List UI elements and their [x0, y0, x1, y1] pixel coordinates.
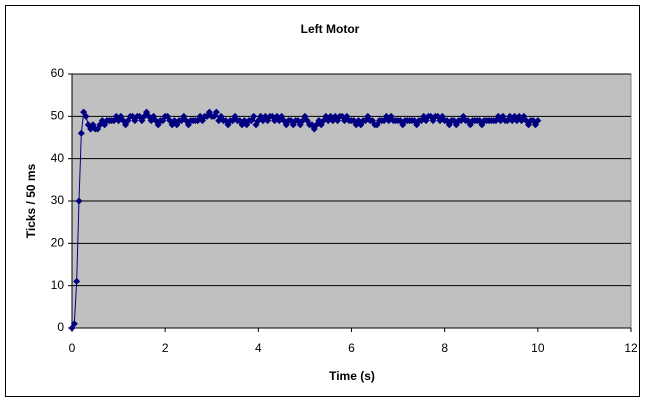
data-point: [75, 197, 83, 205]
data-point: [250, 112, 258, 120]
x-tick-label: 6: [348, 341, 355, 355]
chart-title: Left Motor: [301, 22, 360, 36]
y-tick-label: 50: [51, 109, 65, 123]
data-point: [87, 125, 95, 133]
y-tick-label: 40: [51, 151, 65, 165]
y-axis-label: Ticks / 50 ms: [24, 163, 38, 238]
data-point: [73, 277, 81, 285]
data-point: [94, 125, 102, 133]
data-point: [82, 112, 90, 120]
x-tick-label: 8: [441, 341, 448, 355]
data-point: [70, 320, 78, 328]
y-tick-label: 20: [51, 236, 65, 250]
x-axis-label: Time (s): [329, 369, 375, 383]
y-tick-label: 0: [57, 320, 64, 334]
y-tick-label: 10: [51, 278, 65, 292]
y-tick-label: 30: [51, 193, 65, 207]
data-point: [310, 125, 318, 133]
data-point: [212, 108, 220, 116]
data-point: [506, 112, 514, 120]
data-point: [534, 117, 542, 125]
y-tick-label: 60: [51, 66, 65, 80]
x-tick-label: 4: [255, 341, 262, 355]
data-point: [77, 129, 85, 137]
x-tick-label: 0: [69, 341, 76, 355]
x-tick-label: 10: [531, 341, 545, 355]
x-tick-label: 12: [624, 341, 638, 355]
x-tick-label: 2: [162, 341, 169, 355]
